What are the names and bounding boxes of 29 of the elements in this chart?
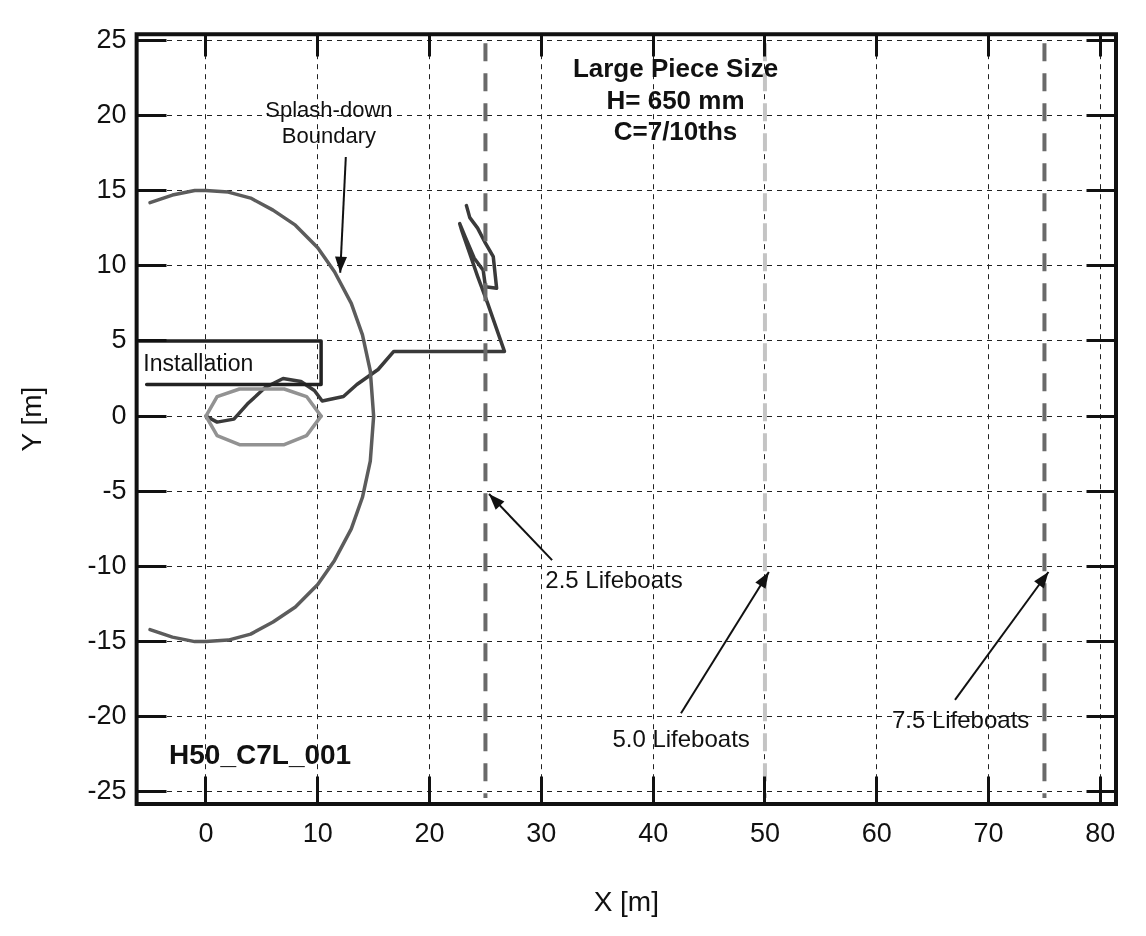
y-tick-label: 20 [96, 98, 127, 129]
x-tick-label: 10 [302, 817, 333, 848]
ref-line-label: 5.0 Lifeboats [612, 725, 750, 753]
x-tick-label: 40 [638, 817, 669, 848]
annotation: Large Piece Size H= 650 mm C=7/10ths [572, 53, 779, 146]
y-axis-title: Y [m] [15, 386, 47, 452]
y-tick-label: -5 [102, 474, 127, 505]
x-tick-label: 30 [526, 817, 557, 848]
y-tick-label: -20 [87, 700, 127, 731]
y-tick-label: -10 [87, 549, 127, 580]
y-tick-label: 0 [111, 399, 127, 430]
y-tick-label: 25 [96, 23, 127, 54]
x-axis-title: X [m] [593, 885, 659, 917]
x-tick-label: 50 [749, 817, 780, 848]
x-tick-label: 70 [973, 817, 1004, 848]
y-tick-label: 5 [111, 324, 127, 355]
x-tick-label: 20 [414, 817, 445, 848]
ref-line-label: 7.5 Lifeboats [891, 705, 1030, 733]
y-tick-label: 10 [96, 249, 127, 280]
y-tick-label: -15 [87, 625, 127, 656]
y-tick-label: 15 [96, 174, 127, 205]
x-tick-label: 60 [861, 817, 892, 848]
ref-line-label: 2.5 Lifeboats [545, 566, 683, 594]
x-tick-label: 0 [198, 817, 214, 848]
x-tick-label: 80 [1085, 817, 1116, 848]
annotation: H50_C7L_001 [169, 738, 352, 770]
y-tick-label: -25 [87, 775, 127, 806]
annotation: Installation [143, 350, 254, 377]
annotation: Splash-down Boundary [265, 96, 393, 149]
